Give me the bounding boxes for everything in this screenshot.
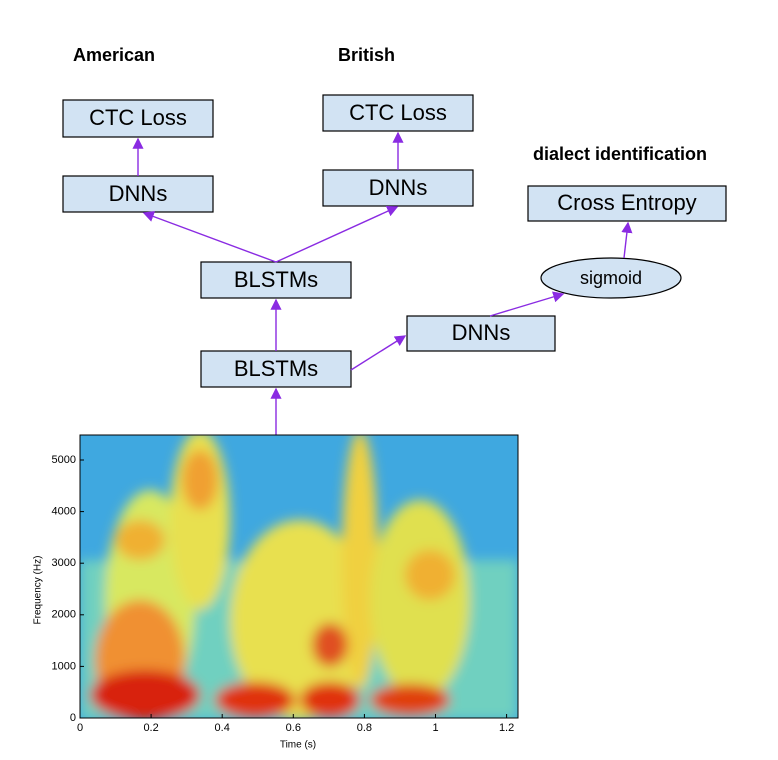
x-tick-label: 0.6: [286, 722, 301, 734]
x-tick-label: 0.2: [143, 722, 158, 734]
node-label: CTC Loss: [349, 100, 447, 125]
y-tick-label: 5000: [52, 454, 76, 466]
plot-frame: [79, 434, 519, 719]
heading: British: [338, 45, 395, 65]
arrow: [142, 211, 277, 263]
node-box: [62, 99, 214, 138]
arrows: [132, 131, 633, 435]
spectrogram-energy: [80, 435, 518, 718]
node-label: BLSTMs: [234, 267, 318, 292]
y-tick-label: 2000: [52, 609, 76, 621]
y-tick-label: 3000: [52, 557, 76, 569]
x-tick-label: 1.2: [499, 722, 514, 734]
x-tick-label: 0: [77, 722, 83, 734]
spectrogram: [80, 435, 518, 718]
x-axis-label: Time (s): [280, 740, 316, 751]
node-label: CTC Loss: [89, 105, 187, 130]
arrow: [621, 221, 633, 259]
nodes: CTC Loss CTC Loss DNNs DNNs Cross Entrop…: [62, 94, 727, 388]
node-box: [322, 94, 474, 132]
arrow: [275, 205, 399, 263]
x-tick-label: 0.4: [215, 722, 230, 734]
node-label: sigmoid: [580, 268, 642, 288]
x-tick-label: 1: [432, 722, 438, 734]
y-tick-label: 1000: [52, 660, 76, 672]
node-label: Cross Entropy: [557, 190, 696, 215]
node-label: BLSTMs: [234, 356, 318, 381]
node-box: [62, 175, 214, 213]
y-tick-label: 4000: [52, 506, 76, 518]
arrow: [489, 291, 565, 317]
node-label: DNNs: [369, 175, 428, 200]
node-box: [200, 350, 352, 388]
node-label: DNNs: [109, 181, 168, 206]
y-tick-label: 0: [70, 712, 76, 724]
x-tick-label: 0.8: [357, 722, 372, 734]
heading: American: [73, 45, 155, 65]
node-ellipse: [540, 257, 682, 299]
node-box: [406, 315, 556, 352]
y-axis-label: Frequency (Hz): [33, 556, 44, 625]
heading: dialect identification: [533, 144, 707, 164]
arrow: [350, 335, 407, 371]
node-label: DNNs: [452, 320, 511, 345]
node-box: [527, 185, 727, 222]
